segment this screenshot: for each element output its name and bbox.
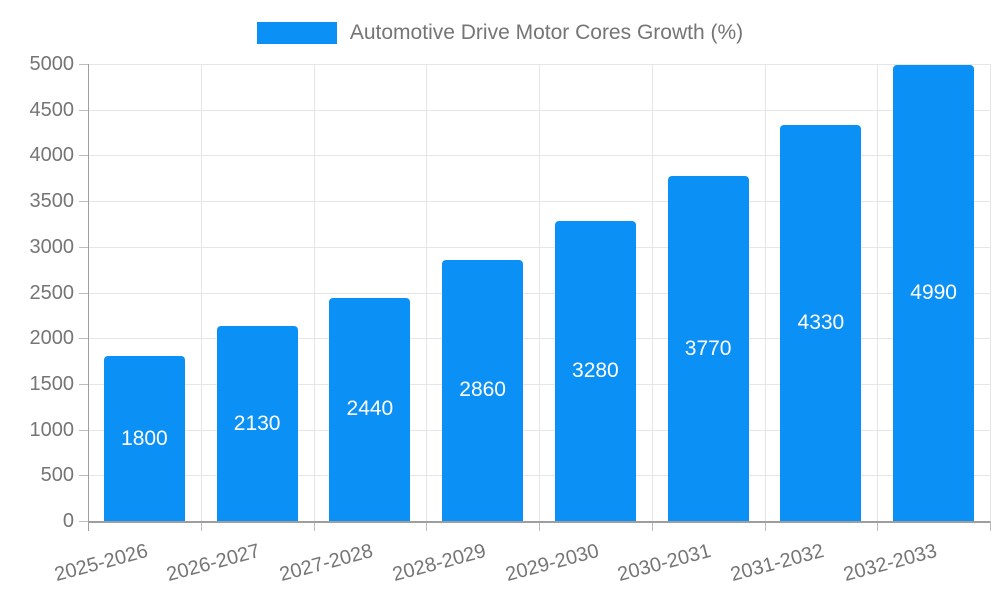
x-axis-tick — [764, 521, 766, 531]
bar-value-label: 2860 — [459, 378, 506, 402]
x-axis-tick — [539, 521, 540, 531]
x-axis-tick — [651, 521, 653, 531]
bar[interactable]: 4990 — [893, 64, 975, 521]
x-axis-category-label: 2032-2033 — [841, 540, 940, 587]
y-axis-tick-label: 500 — [40, 464, 74, 487]
y-axis-tick — [79, 429, 88, 431]
x-axis-tick — [313, 521, 315, 531]
y-axis-tick-label: 3000 — [29, 235, 75, 258]
y-axis-tick-label: 5000 — [29, 53, 75, 75]
y-axis-tick — [79, 155, 88, 157]
y-axis-tick-label: 2500 — [29, 281, 75, 304]
legend-swatch — [256, 22, 337, 44]
y-axis-tick-label: 3500 — [29, 190, 75, 213]
y-axis-tick — [79, 292, 88, 294]
y-axis-tick — [79, 109, 88, 111]
y-axis-tick — [79, 64, 88, 65]
bar[interactable]: 2130 — [216, 326, 298, 521]
chart-title: Automotive Drive Motor Cores Growth (%) — [349, 21, 744, 44]
gridline-vertical — [200, 64, 202, 521]
bar-value-label: 4330 — [797, 311, 845, 335]
y-axis-tick-label: 4000 — [29, 144, 75, 167]
x-axis-tick — [426, 521, 428, 531]
y-axis-tick — [79, 475, 88, 477]
y-axis-tick — [79, 246, 88, 248]
x-axis-tick — [990, 521, 991, 531]
x-axis-category-label: 2029-2030 — [502, 540, 602, 587]
bar-value-label: 3770 — [684, 336, 732, 360]
x-axis-category-label: 2030-2031 — [615, 540, 714, 587]
y-axis-tick — [79, 201, 88, 203]
gridline-vertical — [539, 64, 540, 521]
y-axis-tick-label: 1000 — [29, 418, 75, 441]
y-axis-tick — [79, 383, 88, 385]
x-axis-category-label: 2026-2027 — [164, 540, 263, 587]
bar-value-label: 2440 — [346, 397, 394, 421]
bar-value-label: 3280 — [572, 359, 619, 383]
y-axis-line — [88, 64, 89, 531]
gridline-vertical — [764, 64, 766, 521]
bar[interactable]: 3770 — [667, 176, 749, 521]
x-axis-tick — [200, 521, 202, 531]
x-axis-category-label: 2025-2026 — [51, 540, 151, 587]
chart-legend[interactable]: Automotive Drive Motor Cores Growth (%) — [0, 20, 1000, 46]
bar[interactable]: 2860 — [442, 259, 524, 521]
y-axis-tick — [79, 521, 88, 522]
y-axis-tick-label: 4500 — [29, 98, 75, 121]
bar[interactable]: 1800 — [103, 356, 185, 521]
gridline-vertical — [990, 64, 991, 521]
bar[interactable]: 4330 — [780, 125, 862, 521]
bar[interactable]: 2440 — [329, 297, 411, 521]
gridline-vertical — [651, 64, 653, 521]
y-axis-tick-label: 1500 — [29, 372, 75, 395]
y-axis-tick — [79, 338, 88, 340]
x-axis-category-label: 2027-2028 — [277, 540, 376, 587]
y-axis-tick-label: 0 — [62, 510, 74, 532]
x-axis-tick — [877, 521, 879, 531]
gridline-vertical — [877, 64, 879, 521]
x-axis-line — [88, 521, 990, 523]
bar[interactable]: 3280 — [554, 221, 636, 521]
x-axis-category-label: 2028-2029 — [390, 540, 489, 587]
bar-value-label: 4990 — [910, 280, 957, 304]
y-axis-tick-label: 2000 — [29, 327, 75, 350]
x-axis-category-label: 2031-2032 — [728, 540, 827, 587]
gridline-vertical — [313, 64, 315, 521]
bar-value-label: 2130 — [233, 411, 281, 435]
gridline-vertical — [426, 64, 428, 521]
bar-value-label: 1800 — [121, 426, 168, 450]
